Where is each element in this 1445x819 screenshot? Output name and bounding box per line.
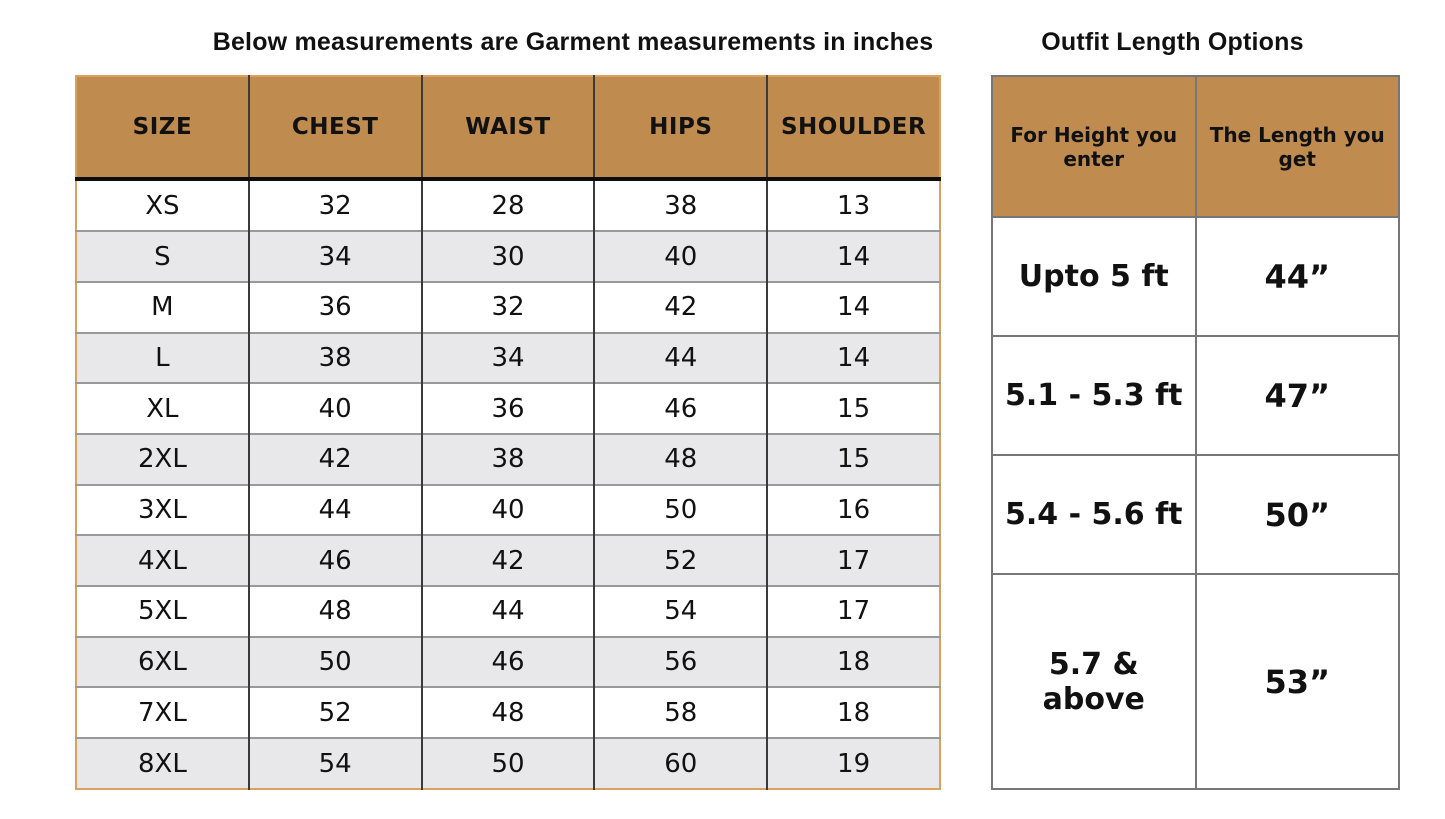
size-table-cell: 44 [594,331,769,384]
size-table-cell: M [76,280,250,333]
length-table-cell: 44” [1194,215,1400,338]
column-header-shoulder: SHOULDER [767,76,940,181]
column-header-chest: CHEST [248,76,423,181]
size-table-cell: 38 [248,331,423,384]
garment-measurements-table: SIZE CHEST WAIST HIPS SHOULDER XS 32 28 38 1… [75,75,941,790]
size-table-cell: 50 [248,635,423,688]
table-row: 7XL 52 48 58 18 [76,686,940,739]
size-table-cell: 46 [421,635,596,688]
size-table-cell: 17 [767,534,940,587]
table-row: 8XL 54 50 60 19 [76,737,940,789]
size-table-cell: 8XL [76,737,250,789]
outfit-length-table: For Height you enter The Length you get … [991,75,1400,790]
size-table-cell: XS [76,177,250,232]
size-table-cell: 34 [248,230,423,282]
size-table-cell: 52 [248,686,423,739]
size-table-cell: 48 [421,686,596,739]
outfit-length-title: Outfit Length Options [1041,28,1304,56]
size-table-cell: 48 [248,585,423,637]
size-table-cell: 34 [421,331,596,384]
column-header-hips: HIPS [594,76,769,181]
table-row: 5.4 - 5.6 ft 50” [991,454,1400,576]
garment-measurements-title: Below measurements are Garment measureme… [212,28,934,56]
size-table-cell: 15 [767,382,940,435]
column-header-waist: WAIST [421,76,596,181]
size-table-cell: 48 [594,433,769,485]
table-row: 2XL 42 38 48 15 [76,433,940,485]
table-row: L 38 34 44 14 [76,331,940,384]
size-table-cell: 40 [248,382,423,435]
size-table-cell: 58 [594,686,769,739]
size-table-cell: 14 [767,280,940,333]
size-table-cell: 36 [421,382,596,435]
size-table-cell: L [76,331,250,384]
size-table-cell: 17 [767,585,940,637]
length-table-cell: 5.1 - 5.3 ft [991,335,1197,457]
length-table-cell: 5.4 - 5.6 ft [991,454,1197,576]
size-table-cell: 18 [767,635,940,688]
size-table-cell: 14 [767,331,940,384]
size-table-cell: 16 [767,483,940,536]
size-table-cell: 30 [421,230,596,282]
size-table-cell: 46 [248,534,423,587]
size-table-cell: 44 [421,585,596,637]
size-table-cell: 32 [248,177,423,232]
size-table-cell: 50 [421,737,596,789]
size-table-cell: 40 [594,230,769,282]
table-row: S 34 30 40 14 [76,230,940,282]
size-table-cell: 18 [767,686,940,739]
size-table-cell: 32 [421,280,596,333]
size-table-cell: 36 [248,280,423,333]
table-row: XS 32 28 38 13 [76,177,940,232]
size-table-cell: 60 [594,737,769,789]
size-table-cell: 56 [594,635,769,688]
length-table-body: Upto 5 ft 44” 5.1 - 5.3 ft 47” 5.4 - 5.6 ft 5… [991,215,1400,790]
column-header-size: SIZE [76,76,250,181]
table-row: M 36 32 42 14 [76,280,940,333]
size-table-cell: 4XL [76,534,250,587]
size-table-cell: 13 [767,177,940,232]
table-row: 5.7 & above 53” [991,573,1400,790]
column-header-length: The Length you get [1194,75,1400,218]
size-table-cell: 19 [767,737,940,789]
size-table-cell: 50 [594,483,769,536]
size-table-cell: 2XL [76,433,250,485]
size-table-cell: 3XL [76,483,250,536]
table-row: 5XL 48 44 54 17 [76,585,940,637]
size-table-cell: XL [76,382,250,435]
size-table-cell: 7XL [76,686,250,739]
size-table-cell: 54 [248,737,423,789]
size-table-cell: 14 [767,230,940,282]
table-row: 4XL 46 42 52 17 [76,534,940,587]
size-table-cell: 15 [767,433,940,485]
header-row: SIZE CHEST WAIST HIPS SHOULDER [76,76,940,181]
table-row: 3XL 44 40 50 16 [76,483,940,536]
size-table-cell: 42 [248,433,423,485]
length-table-cell: 47” [1194,335,1400,457]
size-table-cell: 42 [421,534,596,587]
size-table-cell: 52 [594,534,769,587]
size-table-cell: 38 [594,177,769,232]
size-table-cell: 44 [248,483,423,536]
size-table-cell: 46 [594,382,769,435]
length-table-cell: Upto 5 ft [991,215,1197,338]
length-table-cell: 50” [1194,454,1400,576]
size-table-cell: 38 [421,433,596,485]
header-row: For Height you enter The Length you get [991,75,1400,218]
column-header-height: For Height you enter [991,75,1197,218]
size-table-body: XS 32 28 38 13 S 34 30 40 14 M 36 32 42 14 L 38 34 44 14 XL 4… [76,177,940,789]
table-row: 6XL 50 46 56 18 [76,635,940,688]
size-table-cell: 40 [421,483,596,536]
table-row: XL 40 36 46 15 [76,382,940,435]
size-table-cell: S [76,230,250,282]
table-row: 5.1 - 5.3 ft 47” [991,335,1400,457]
table-row: Upto 5 ft 44” [991,215,1400,338]
size-table-cell: 28 [421,177,596,232]
length-table-cell: 5.7 & above [991,573,1197,790]
size-table-cell: 6XL [76,635,250,688]
length-table-cell: 53” [1194,573,1400,790]
size-table-cell: 54 [594,585,769,637]
size-table-cell: 42 [594,280,769,333]
size-table-cell: 5XL [76,585,250,637]
